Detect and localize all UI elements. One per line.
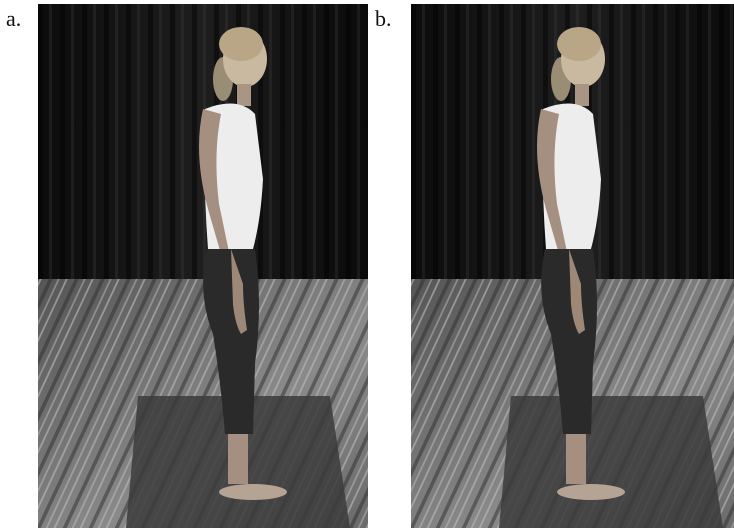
photo-a [38, 4, 368, 528]
figure: a. b. [0, 0, 734, 528]
panel-label: b. [375, 6, 392, 32]
photo-b [411, 4, 734, 528]
panel-label: a. [6, 6, 21, 32]
